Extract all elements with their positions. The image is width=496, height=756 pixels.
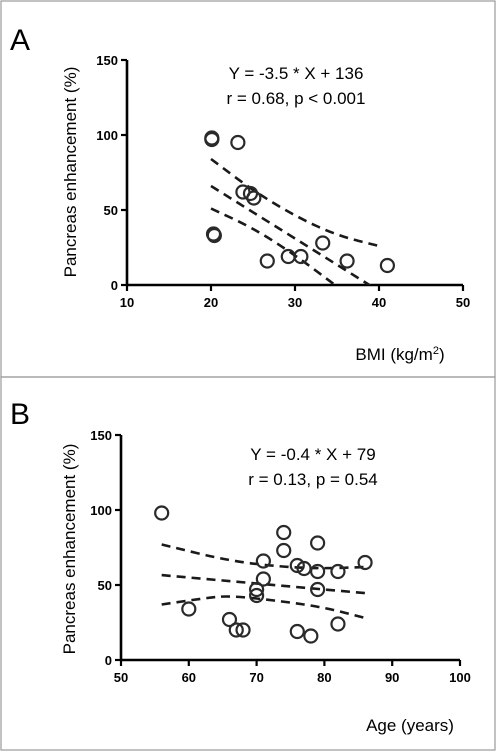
panel-a-y-tick-label: 0 (111, 278, 118, 293)
panel-b-y-tick-label: 150 (90, 428, 112, 443)
panel-a-x-tick-label: 20 (204, 295, 218, 310)
panel-a-x-axis-label-suffix: ) (439, 345, 445, 364)
panel-b-ci-lower-band (161, 595, 366, 620)
panel-b-x-axis-label: Age (years) (366, 716, 454, 735)
panel-b-y-tick-label: 0 (105, 653, 112, 668)
panel-b-y-tick-label: 100 (90, 503, 112, 518)
panel-a-data-point (204, 131, 220, 148)
panel-b-data-point (330, 616, 346, 632)
panel-b-data-point (249, 581, 265, 598)
panel-a-x-axis-label-sup: 2 (433, 345, 439, 357)
panel-a-plot: 0 50 100 150 10 20 30 40 50 (96, 53, 470, 310)
panel-a-stats: r = 0.68, p < 0.001 (227, 89, 366, 108)
panel-b-data-point (255, 571, 271, 587)
panel-b-data-point (330, 563, 346, 580)
panel-b-stats: r = 0.13, p = 0.54 (248, 470, 377, 489)
panel-b-letter: B (10, 398, 30, 431)
panel-b-data-point (310, 563, 326, 580)
panel-b-regression-line (161, 573, 366, 595)
panel-b-x-tick-label: 100 (449, 670, 471, 685)
panel-a-data-point (293, 248, 309, 265)
panel-b-x-tick-label: 60 (182, 670, 196, 685)
panel-a-data-point (280, 248, 296, 265)
panel-b-data-point (221, 611, 238, 628)
panel-a-regression-line (210, 184, 372, 285)
panel-b-data-point (310, 581, 326, 598)
panel-b-data-point (276, 542, 292, 559)
panel-a-y-tick-label: 150 (96, 53, 118, 68)
panel-b-data-point (228, 622, 244, 638)
panel-b-data-point (303, 628, 319, 644)
panel-b-x-tick-label: 80 (317, 670, 331, 685)
panel-b-equation: Y = -0.4 * X + 79 (250, 445, 375, 464)
panel-a-ci-upper-band (210, 157, 380, 248)
panel-b-data-point (310, 535, 326, 551)
panel-a-x-axis-label: BMI (kg/m2) (355, 345, 444, 364)
panel-b-data-point (296, 560, 312, 577)
panel-b-x-tick-label: 90 (385, 670, 399, 685)
panel-a-data-point (230, 134, 246, 151)
panel-b-data-point (289, 623, 305, 640)
panel-b-data-point (235, 622, 251, 638)
panel-b-ci-upper-band (161, 543, 366, 570)
panel-a-data-point (206, 227, 222, 244)
panel-a-data-point (246, 190, 262, 206)
panel-a-x-tick-label: 40 (372, 295, 386, 310)
panel-a-data-point (379, 257, 395, 274)
panel-b-data-point (255, 553, 271, 569)
panel-a-x-tick-label: 10 (120, 295, 134, 310)
panel-a-x-tick-label: 30 (288, 295, 302, 310)
panel-a-letter: A (10, 24, 30, 57)
panel-b-y-axis-label: Pancreas enhancement (%) (60, 444, 79, 655)
panel-b-data-point (289, 557, 305, 574)
panel-b-x-tick-label: 70 (249, 670, 263, 685)
panel-b-data-point (181, 601, 197, 617)
panel-b-data-point (154, 505, 170, 521)
panel-b-data-point (357, 554, 373, 571)
panel-a-x-axis-label-main: BMI (kg/m (355, 345, 432, 364)
panel-a-y-axis-label: Pancreas enhancement (%) (61, 67, 80, 278)
panel-a-data-point (315, 235, 331, 251)
panel-a-equation: Y = -3.5 * X + 136 (229, 64, 364, 83)
panel-a-data-point (259, 253, 275, 269)
panel-a-y-tick-label: 100 (96, 128, 118, 143)
panel-a-data-point (339, 253, 355, 269)
panel-b-border (0, 376, 496, 751)
panel-b-y-tick-label: 50 (98, 578, 112, 593)
panel-b-x-tick-label: 50 (114, 670, 128, 685)
panel-b-data-point (276, 524, 292, 541)
panel-b-data-point (249, 587, 265, 604)
panel-a-x-tick-label: 50 (456, 295, 470, 310)
panel-a-y-tick-label: 50 (104, 203, 118, 218)
